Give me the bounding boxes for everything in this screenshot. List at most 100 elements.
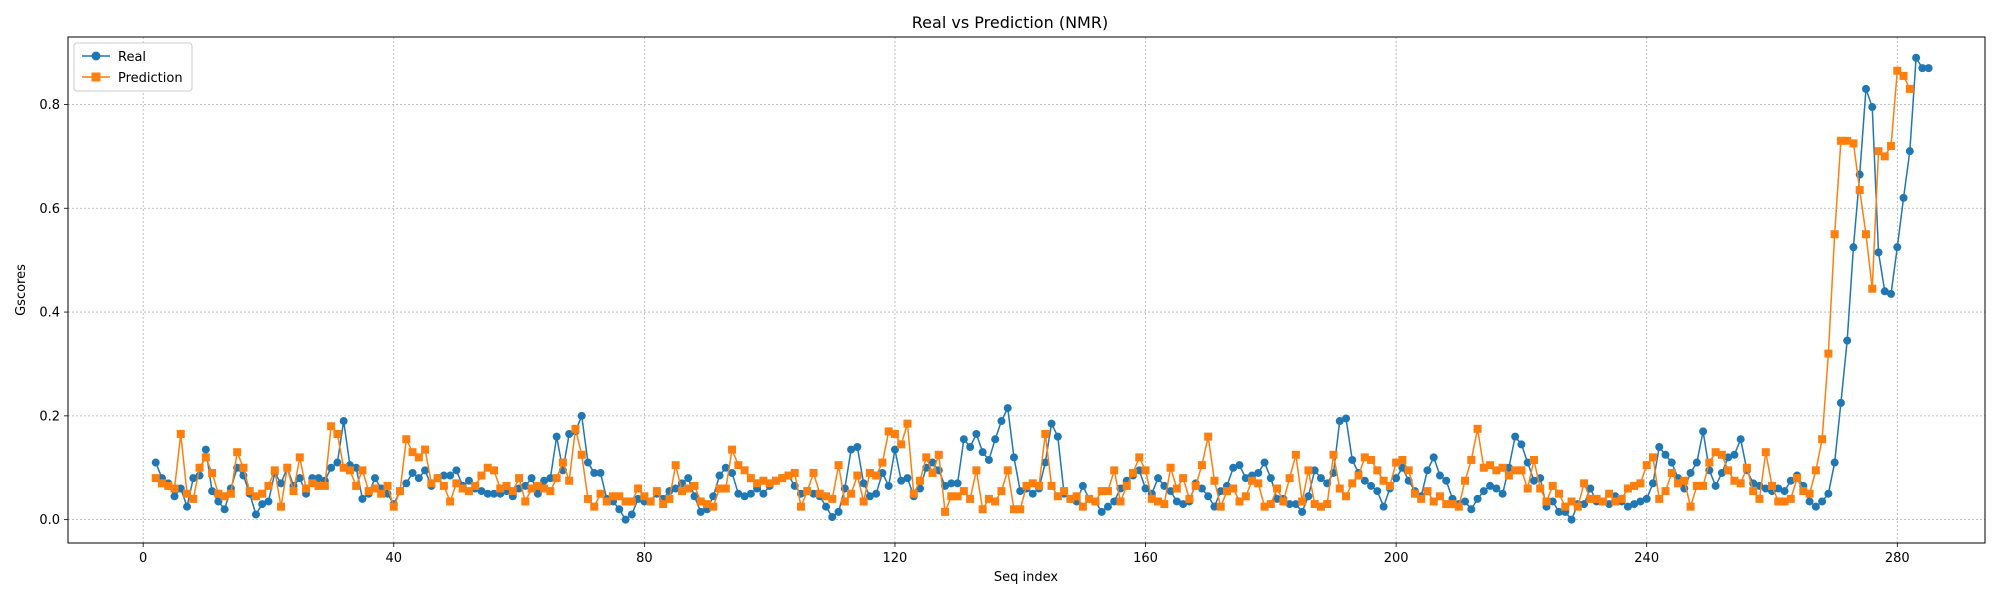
- data-point-prediction: [1479, 463, 1488, 472]
- data-point-real: [1392, 474, 1401, 483]
- data-point-prediction: [1605, 489, 1614, 498]
- data-point-prediction: [1273, 484, 1282, 493]
- data-point-prediction: [1874, 147, 1883, 156]
- data-point-prediction: [1454, 502, 1463, 511]
- data-point-prediction: [1197, 461, 1206, 470]
- data-point-prediction: [226, 489, 235, 498]
- data-point-prediction: [1655, 494, 1664, 503]
- data-point-real: [521, 481, 530, 490]
- data-point-real: [201, 445, 210, 454]
- data-point-prediction: [1623, 484, 1632, 493]
- data-point-real: [452, 466, 461, 475]
- data-point-prediction: [1204, 432, 1213, 441]
- data-point-real: [715, 471, 724, 480]
- data-point-real: [903, 474, 912, 483]
- data-point-prediction: [1379, 476, 1388, 485]
- data-point-real: [1661, 450, 1670, 459]
- data-point-real: [1699, 427, 1708, 436]
- data-point-prediction: [928, 468, 937, 477]
- data-point-prediction: [1592, 494, 1601, 503]
- data-point-real: [959, 435, 968, 444]
- data-point-prediction: [1818, 435, 1827, 444]
- data-point-prediction: [1022, 481, 1031, 490]
- data-point-prediction: [1730, 476, 1739, 485]
- data-point-real: [1154, 474, 1163, 483]
- data-point-real: [828, 513, 837, 522]
- data-point-prediction: [947, 492, 956, 501]
- data-point-prediction: [1793, 474, 1802, 483]
- x-tick-label: 240: [1634, 551, 1659, 566]
- data-point-real: [1486, 481, 1495, 490]
- data-point-real: [1003, 404, 1012, 413]
- data-point-real: [1586, 484, 1595, 493]
- data-point-real: [696, 507, 705, 516]
- data-point-prediction: [295, 453, 304, 462]
- data-point-prediction: [1110, 466, 1119, 475]
- data-point-real: [1141, 484, 1150, 493]
- data-point-prediction: [1047, 481, 1056, 490]
- data-point-prediction: [953, 492, 962, 501]
- data-point-prediction: [728, 445, 737, 454]
- data-point-prediction: [1009, 505, 1018, 514]
- data-point-real: [533, 489, 542, 498]
- data-point-prediction: [208, 468, 217, 477]
- data-point-real: [414, 474, 423, 483]
- data-point-prediction: [264, 481, 273, 490]
- data-point-prediction: [308, 479, 317, 488]
- y-tick-label: 0.2: [39, 409, 60, 424]
- data-point-real: [183, 502, 192, 511]
- data-point-prediction: [527, 484, 536, 493]
- data-point-real: [527, 474, 536, 483]
- data-point-real: [947, 479, 956, 488]
- data-point-prediction: [753, 479, 762, 488]
- data-point-prediction: [815, 489, 824, 498]
- data-point-prediction: [1461, 476, 1470, 485]
- data-point-prediction: [1717, 450, 1726, 459]
- data-point-prediction: [1141, 466, 1150, 475]
- data-point-prediction: [201, 453, 210, 462]
- data-point-prediction: [1567, 497, 1576, 506]
- data-point-real: [1905, 147, 1914, 156]
- data-point-prediction: [1705, 458, 1714, 467]
- data-point-real: [1730, 450, 1739, 459]
- data-point-real: [1235, 461, 1244, 470]
- data-point-prediction: [490, 466, 498, 475]
- data-point-real: [1692, 458, 1701, 467]
- data-point-prediction: [427, 479, 436, 488]
- data-point-prediction: [1285, 474, 1294, 483]
- data-point-real: [1523, 458, 1532, 467]
- data-point-prediction: [1561, 502, 1570, 511]
- data-point-real: [170, 492, 179, 501]
- data-point-real: [1266, 474, 1275, 483]
- data-point-prediction: [916, 476, 924, 485]
- data-point-prediction: [1648, 453, 1657, 462]
- data-point-real: [1830, 458, 1839, 467]
- data-point-prediction: [1266, 500, 1275, 509]
- data-point-prediction: [251, 492, 260, 501]
- data-point-real: [352, 463, 361, 472]
- plot-area-frame: [67, 36, 1986, 544]
- data-point-prediction: [471, 481, 480, 490]
- data-point-real: [627, 510, 636, 519]
- data-point-prediction: [439, 481, 448, 490]
- data-point-prediction: [922, 453, 931, 462]
- data-point-prediction: [1060, 487, 1069, 496]
- data-point-real: [1373, 487, 1382, 496]
- data-point-real: [1492, 484, 1501, 493]
- data-point-prediction: [609, 492, 618, 501]
- data-point-real: [1291, 500, 1300, 509]
- data-point-real: [446, 471, 455, 480]
- data-point-prediction: [822, 492, 831, 501]
- data-point-real: [1636, 497, 1645, 506]
- data-point-prediction: [1053, 492, 1062, 501]
- data-point-prediction: [1724, 466, 1733, 475]
- data-point-prediction: [1517, 466, 1526, 475]
- data-point-prediction: [1699, 481, 1708, 490]
- y-tick-label: 0.6: [39, 202, 60, 217]
- data-point-prediction: [972, 466, 981, 475]
- legend-real-marker: [91, 51, 101, 61]
- data-point-prediction: [452, 479, 461, 488]
- data-point-prediction: [1154, 497, 1163, 506]
- data-point-prediction: [370, 484, 379, 493]
